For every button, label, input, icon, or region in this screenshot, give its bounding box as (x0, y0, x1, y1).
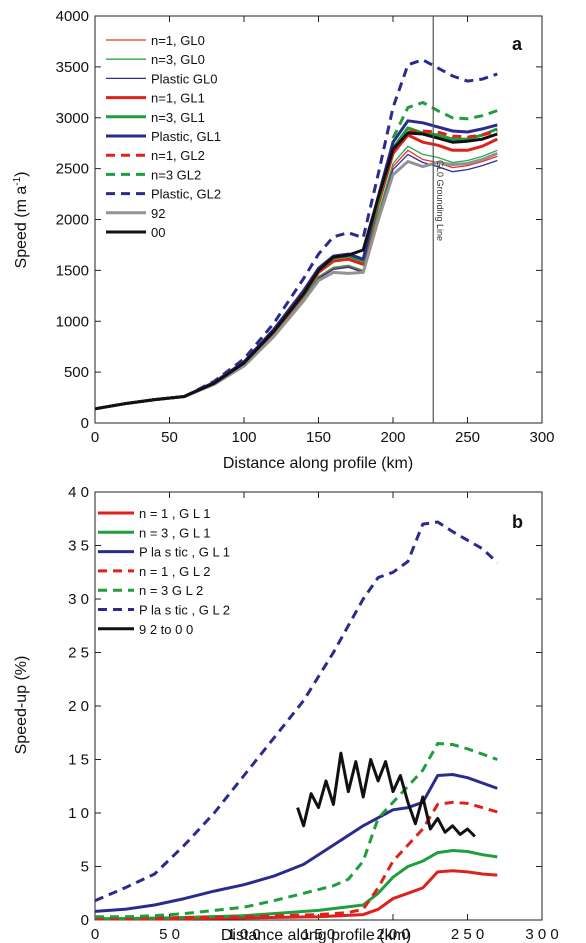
series-line-2 (94, 849, 498, 921)
y-tick-label: 3 5 (68, 538, 89, 555)
panel-a-series (94, 58, 498, 411)
panel-a-ticks: 0 50 100 150 200 250 3000500100015002000250030… (56, 8, 555, 446)
legend-label: n = 3 G L 2 (139, 583, 203, 598)
x-tick-label: 300 (529, 429, 554, 446)
x-tick-label: 250 (455, 429, 480, 446)
x-tick-label: 200 (380, 429, 405, 446)
legend-label: n=1, GL0 (151, 33, 205, 48)
x-tick-label: 0 (91, 429, 99, 446)
series-line-3 (94, 773, 498, 913)
series-line-5 (95, 742, 498, 919)
legend-label: n = 1 , G L 2 (139, 564, 210, 579)
panel-b-xlabel: Distance along profile (km) (221, 927, 411, 943)
y-tick-label: 2 5 (68, 645, 89, 662)
panel-a-speed-chart: 0 50 100 150 200 250 3000500100015002000250030… (12, 8, 555, 472)
series-line-8 (391, 101, 498, 139)
legend-label: 00 (151, 225, 165, 240)
legend-label: P la s tic , G L 1 (139, 545, 230, 560)
panel-b-speedup-chart: 0 5 0 1 0 0 1 5 0 2 0 0 2 5 0 3 0 0 0 5 1 0 1 5 2 0… (13, 484, 559, 943)
y-tick-label: 0 (81, 912, 89, 929)
x-tick-label: 2 5 0 (451, 926, 484, 943)
y-tick-label: 2500 (56, 161, 89, 178)
legend-label: n=1, GL2 (151, 148, 205, 163)
y-tick-label: 3000 (56, 110, 89, 127)
y-tick-label: 1 5 (68, 752, 89, 769)
legend-label: Plastic, GL1 (151, 129, 221, 144)
series-line-4 (94, 800, 498, 921)
legend-label: n=1, GL1 (151, 91, 205, 106)
panel-b-series (94, 520, 499, 921)
x-tick-label: 1 5 0 (302, 926, 335, 943)
grounding-line-label: GL0 Grounding Line (435, 160, 445, 241)
y-tick-label: 2 0 (68, 698, 89, 715)
legend-label: n = 1 , G L 1 (139, 506, 210, 521)
y-tick-label: 3 0 (68, 591, 89, 608)
y-tick-label: 5 (81, 859, 89, 876)
x-tick-label: 50 (161, 429, 178, 446)
legend-label: 9 2 to 0 0 (139, 622, 193, 637)
panel-a-xlabel: Distance along profile (km) (223, 455, 413, 472)
x-tick-label: 150 (306, 429, 331, 446)
y-tick-label: 2000 (56, 212, 89, 229)
legend-label: 92 (151, 206, 165, 221)
x-tick-label: 3 0 0 (525, 926, 558, 943)
series-line-11 (94, 131, 498, 411)
panel-a-ylabel: Speed (m a-1) (12, 172, 30, 269)
y-tick-label: 500 (64, 364, 89, 381)
legend-label: Plastic, GL2 (151, 187, 221, 202)
x-tick-label: 100 (231, 429, 256, 446)
panel-b-label: b (512, 512, 523, 532)
panel-b-ticks: 0 5 0 1 0 0 1 5 0 2 0 0 2 5 0 3 0 0 0 5 1 0 1 5 2 0… (68, 484, 559, 943)
legend-label: P la s tic , G L 2 (139, 603, 230, 618)
series-line-6 (94, 520, 499, 903)
panel-b-ylabel: Speed-up (%) (13, 656, 30, 755)
series-line-7 (407, 129, 498, 139)
y-tick-label: 1500 (56, 262, 89, 279)
x-tick-label: 2 0 0 (376, 926, 409, 943)
panel-a-legend: n=1, GL0 n=3, GL0 Plastic GL0 n=1, GL1 n=3, … (106, 33, 221, 240)
series-line-1 (95, 869, 498, 921)
y-tick-label: 1000 (56, 313, 89, 330)
y-tick-label: 4000 (56, 8, 89, 25)
y-tick-label: 0 (81, 415, 89, 432)
x-tick-label: 0 (91, 926, 99, 943)
x-tick-label: 1 0 0 (227, 926, 260, 943)
x-tick-label: 5 0 (159, 926, 180, 943)
panel-b-legend: n = 1 , G L 1 n = 3 , G L 1 P la s tic , G… (98, 506, 230, 637)
y-tick-label: 1 0 (68, 805, 89, 822)
series-line-7 (296, 751, 476, 838)
y-tick-label: 4 0 (68, 484, 89, 501)
panel-a-label: a (512, 34, 523, 54)
legend-label: n=3 GL2 (151, 167, 201, 182)
legend-label: n=3, GL1 (151, 110, 205, 125)
legend-label: Plastic GL0 (151, 71, 217, 86)
panel-a-plot-frame (94, 15, 543, 424)
y-tick-label: 3500 (56, 59, 89, 76)
legend-label: n = 3 , G L 1 (139, 525, 210, 540)
legend-label: n=3, GL0 (151, 52, 205, 67)
